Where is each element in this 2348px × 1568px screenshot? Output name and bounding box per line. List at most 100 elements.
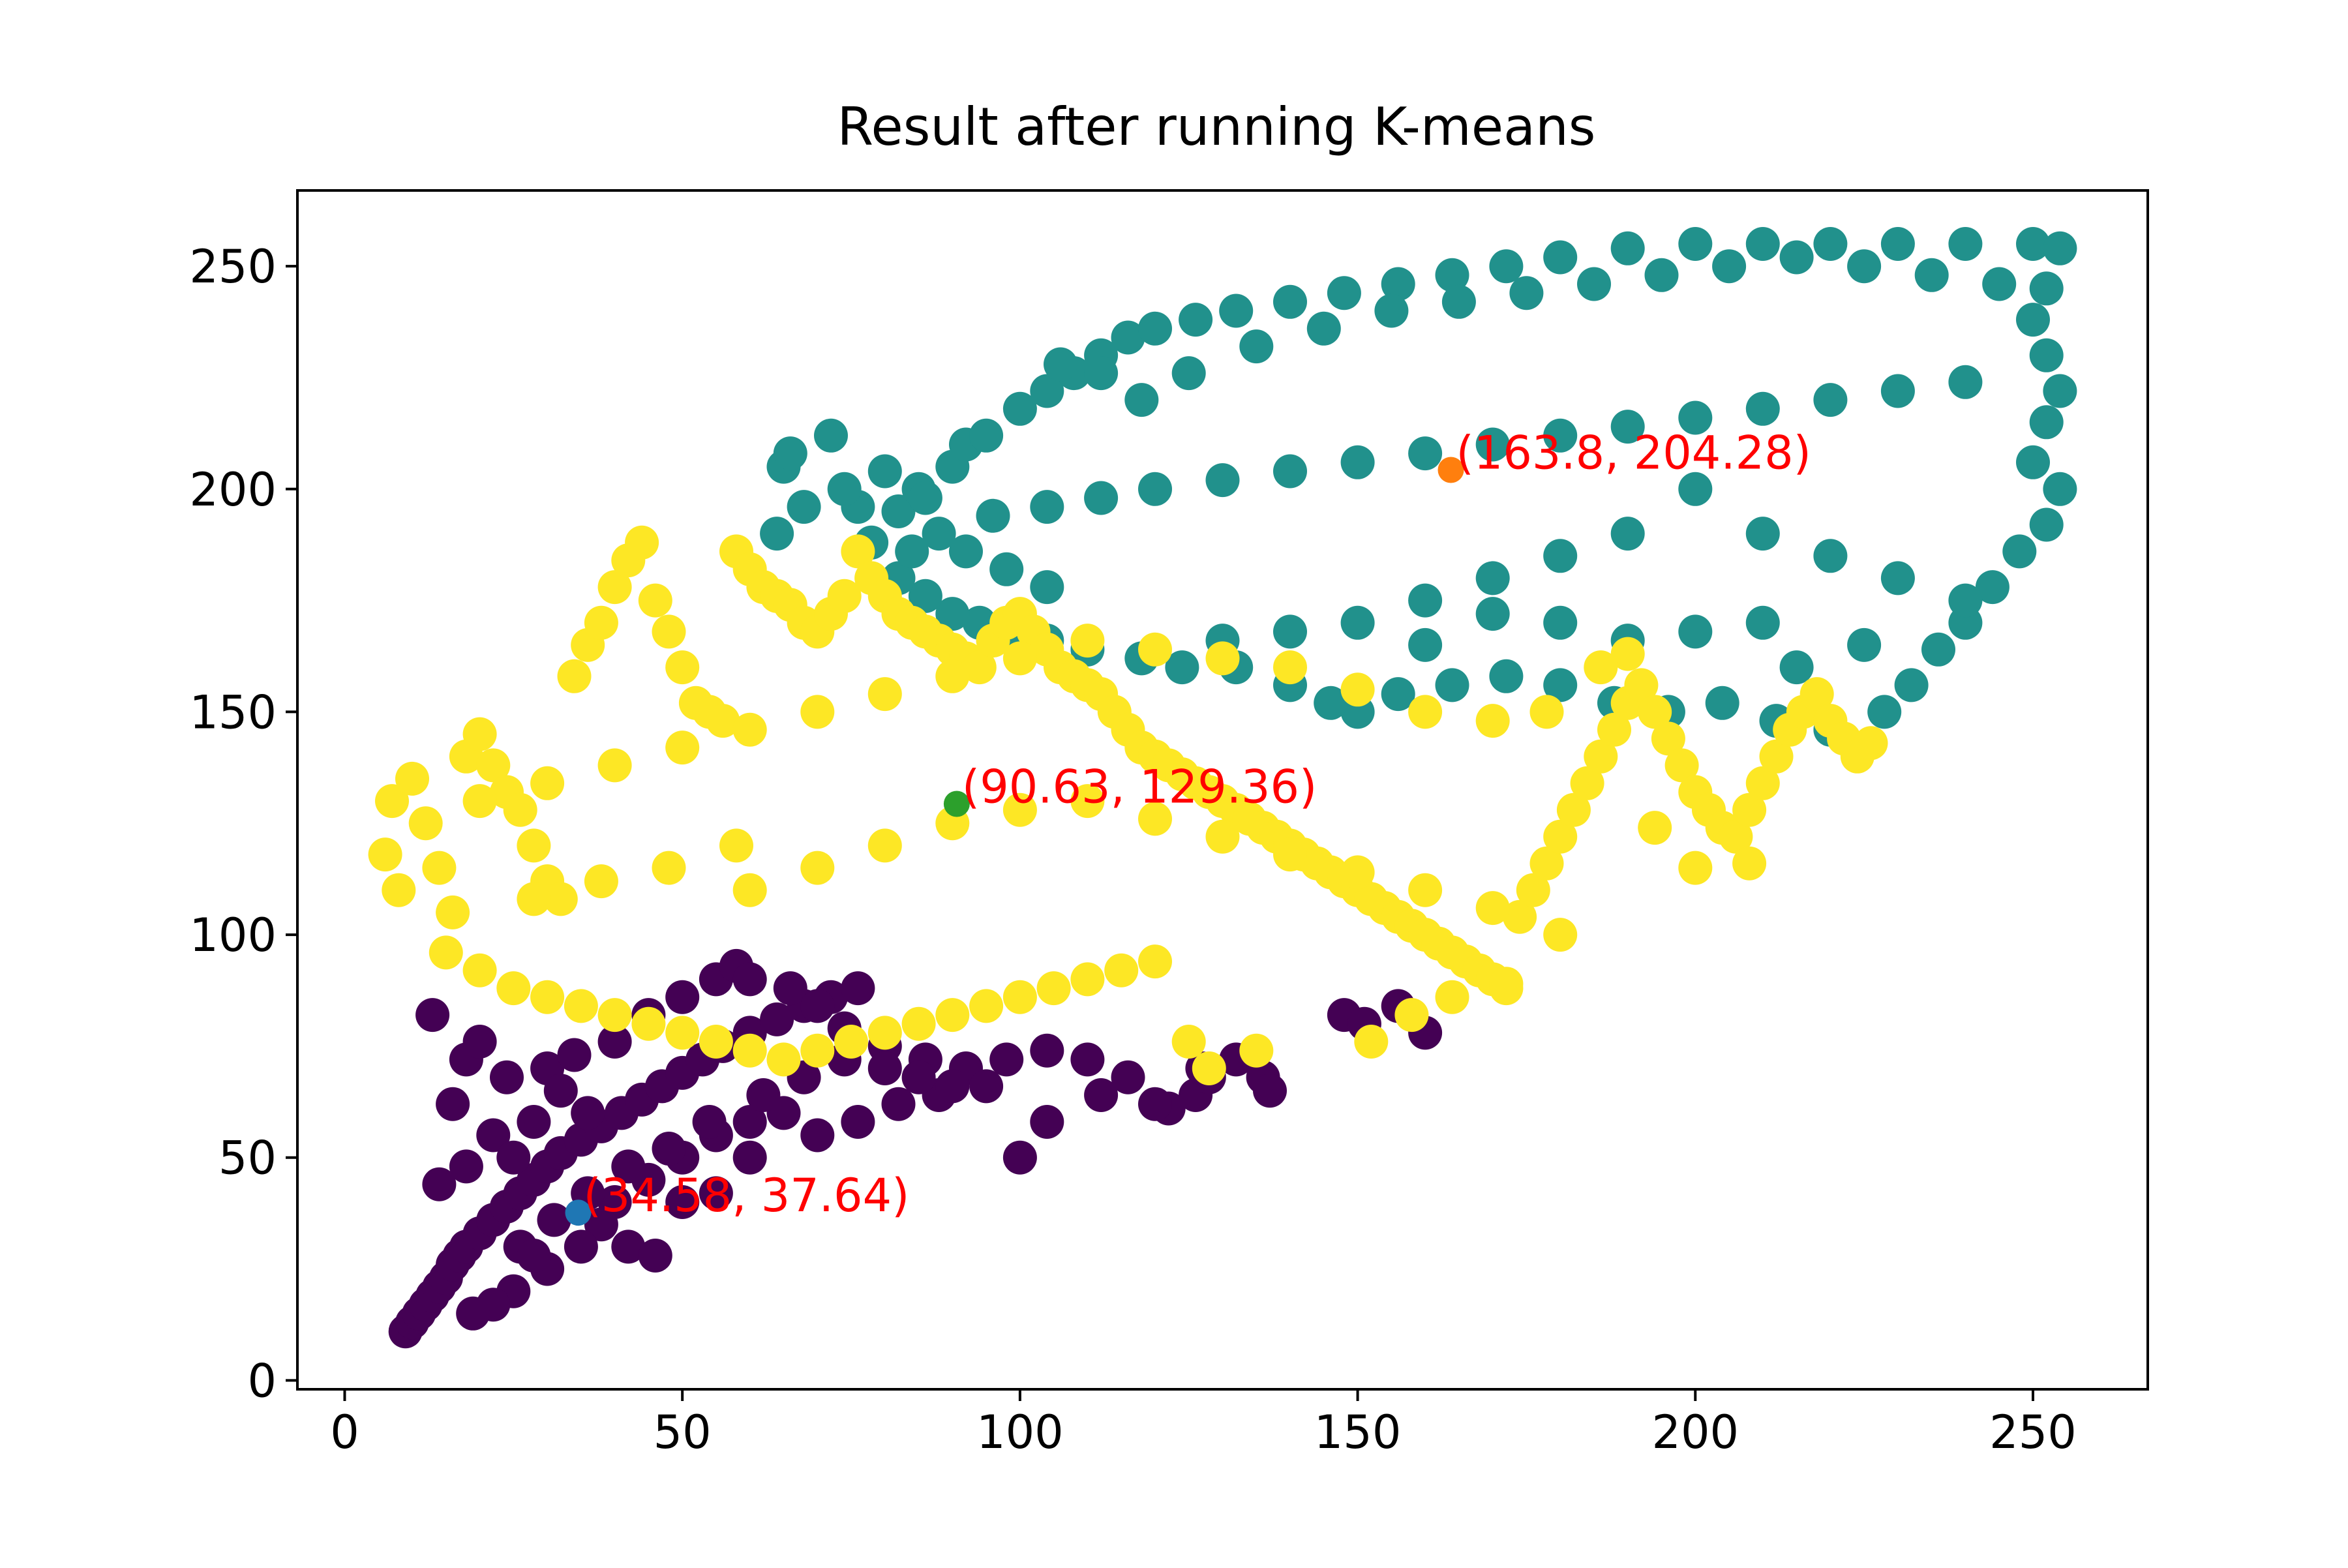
data-point — [571, 1096, 605, 1130]
data-point — [827, 579, 862, 613]
data-point — [1948, 583, 1983, 618]
data-point — [895, 534, 929, 569]
y-tick-label: 100 — [189, 909, 277, 962]
data-point — [1543, 918, 1578, 952]
data-point — [1610, 231, 1645, 265]
data-point — [631, 1006, 666, 1041]
data-point — [1340, 445, 1375, 479]
data-point — [1111, 1060, 1145, 1094]
data-point — [867, 828, 902, 863]
data-point — [1239, 329, 1274, 364]
data-point — [1712, 249, 1747, 284]
data-point — [834, 1025, 868, 1059]
data-point — [557, 1038, 592, 1072]
data-point — [1610, 517, 1645, 551]
data-point — [1543, 819, 1578, 854]
data-point — [1306, 311, 1341, 346]
data-point — [1948, 365, 1983, 399]
data-point — [1070, 784, 1105, 819]
data-point — [462, 1025, 497, 1059]
data-point — [1219, 294, 1254, 328]
data-point — [841, 1105, 875, 1139]
data-point — [773, 971, 807, 1006]
data-point — [2029, 507, 2064, 542]
data-point — [1314, 686, 1348, 720]
centroid-marker — [1437, 457, 1464, 483]
x-tick-label: 0 — [330, 1406, 359, 1459]
data-point — [949, 534, 983, 569]
data-point — [867, 454, 902, 489]
data-point — [530, 980, 565, 1014]
axes: 0 50 100 150 200 250 0 50 100 150 200 250 — [189, 189, 2149, 1459]
data-point — [652, 614, 686, 649]
data-point — [1847, 627, 1882, 662]
data-point — [395, 761, 429, 796]
data-point — [665, 731, 700, 765]
centroids: (34.58, 37.64) (163.8, 204.28) (90.63, 129… — [565, 427, 1811, 1226]
data-point — [517, 1239, 551, 1273]
data-point — [1002, 980, 1037, 1014]
data-point — [1610, 637, 1645, 671]
data-point — [732, 873, 767, 907]
data-point — [530, 766, 565, 800]
data-point — [1678, 851, 1713, 885]
data-point — [1179, 303, 1213, 337]
data-point — [1678, 400, 1713, 435]
data-point — [1002, 792, 1037, 827]
data-point — [935, 597, 970, 631]
data-point — [1489, 967, 1524, 1001]
data-point — [2043, 374, 2077, 408]
data-point — [1408, 627, 1443, 662]
data-point — [1138, 311, 1172, 346]
data-point — [787, 490, 821, 524]
y-tick-label: 200 — [189, 463, 277, 517]
data-point — [1394, 998, 1429, 1033]
data-point — [422, 1167, 457, 1201]
data-point — [2029, 405, 2064, 440]
data-point — [1002, 1140, 1037, 1175]
data-point — [1759, 739, 1794, 774]
data-point — [1813, 227, 1848, 261]
data-point — [1556, 792, 1591, 827]
data-point — [766, 1042, 801, 1077]
data-point — [1880, 374, 1915, 408]
data-point — [1678, 614, 1713, 649]
data-point — [1239, 1033, 1274, 1068]
data-point — [908, 579, 942, 613]
data-point — [1799, 677, 1834, 712]
data-point — [1880, 227, 1915, 261]
data-point — [1138, 472, 1172, 506]
data-point — [1489, 249, 1524, 284]
data-point — [1138, 944, 1172, 979]
data-point — [1030, 374, 1064, 408]
data-point — [665, 1016, 700, 1050]
data-point — [665, 980, 700, 1014]
data-point — [1435, 258, 1469, 292]
data-point — [800, 1118, 835, 1153]
data-point — [476, 1118, 511, 1153]
data-point — [1030, 490, 1064, 524]
data-point — [449, 1149, 483, 1184]
data-point — [2029, 271, 2064, 306]
data-point — [1475, 891, 1510, 926]
x-tick-label: 250 — [1989, 1406, 2077, 1459]
data-point — [814, 418, 848, 453]
data-point — [1374, 294, 1409, 328]
data-point — [584, 605, 618, 640]
data-point — [1475, 427, 1510, 462]
data-point — [1273, 650, 1307, 685]
data-point — [1408, 695, 1443, 729]
data-point — [382, 873, 416, 907]
data-point — [800, 695, 835, 729]
data-point — [1745, 766, 1780, 800]
data-point — [1813, 539, 1848, 573]
data-point — [1543, 668, 1578, 702]
data-point — [1732, 792, 1767, 827]
data-point — [1084, 356, 1119, 391]
data-point — [1030, 570, 1064, 605]
data-point — [1475, 704, 1510, 738]
data-point — [1138, 802, 1172, 836]
data-point — [1205, 463, 1240, 498]
data-point — [1070, 1042, 1105, 1077]
